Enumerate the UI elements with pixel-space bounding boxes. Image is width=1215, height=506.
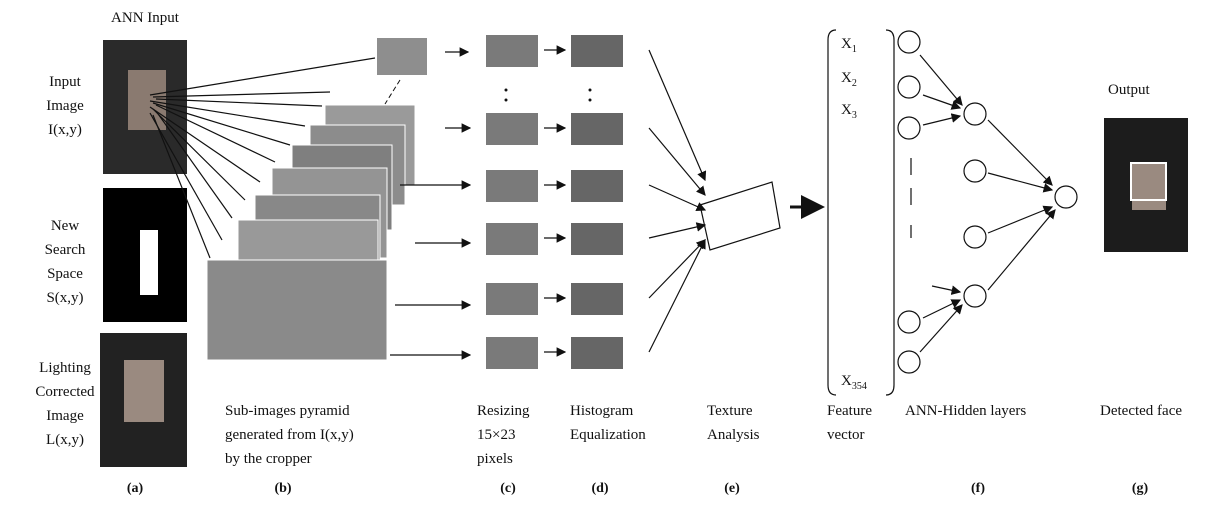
- image: [486, 113, 538, 145]
- image: [1132, 162, 1166, 210]
- layout: [100, 30, 1188, 467]
- arrow: [923, 95, 960, 108]
- feature: X2: [841, 70, 857, 89]
- search-region: [140, 230, 158, 295]
- var: X: [841, 102, 852, 118]
- image: [124, 360, 164, 422]
- arrow: [649, 225, 705, 238]
- arrow: [988, 207, 1052, 233]
- label: Corrected: [35, 384, 95, 400]
- feature: X354: [841, 373, 867, 392]
- var: X: [841, 70, 852, 86]
- image: [571, 337, 623, 369]
- image: [128, 70, 166, 130]
- arrow: [923, 116, 960, 125]
- caption: (c): [500, 481, 516, 496]
- arrow: [923, 300, 960, 318]
- title: ANN Input: [111, 10, 180, 26]
- node: [964, 285, 986, 307]
- sub: 2: [852, 78, 857, 89]
- var: X: [841, 373, 852, 389]
- image: [571, 223, 623, 255]
- label: New: [51, 218, 79, 234]
- image: [571, 35, 623, 67]
- arrow: [649, 185, 705, 210]
- node: [964, 103, 986, 125]
- label: pixels: [477, 451, 513, 467]
- node: [898, 31, 920, 53]
- label: Search: [45, 242, 86, 258]
- image: [486, 337, 538, 369]
- arrow: [649, 240, 705, 352]
- line: [385, 80, 400, 104]
- image: [486, 170, 538, 202]
- diagram: ANN Input Input Image I(x,y) New Search …: [0, 0, 1215, 501]
- sub: 3: [852, 110, 857, 121]
- label: Image: [46, 408, 84, 424]
- caption: (a): [127, 481, 144, 496]
- caption: (f): [971, 481, 985, 496]
- image: [486, 283, 538, 315]
- arrow: [649, 50, 705, 180]
- label: vector: [827, 427, 864, 443]
- title: Output: [1108, 82, 1151, 98]
- node: [898, 76, 920, 98]
- node: [964, 226, 986, 248]
- label: Space: [47, 266, 83, 282]
- arrow: [649, 240, 705, 298]
- dot: [589, 99, 591, 101]
- image: [486, 35, 538, 67]
- label: Resizing: [477, 403, 530, 419]
- sub: 354: [852, 381, 867, 392]
- caption: (b): [274, 481, 291, 496]
- texture-box: [700, 182, 780, 250]
- arrow: [932, 286, 960, 292]
- arrow: [920, 55, 962, 105]
- arrow: [920, 305, 962, 352]
- label: Sub-images pyramid: [225, 403, 350, 419]
- label: by the cropper: [225, 451, 312, 467]
- feature: X1: [841, 36, 857, 55]
- image: [207, 260, 387, 360]
- node: [898, 117, 920, 139]
- label: Feature: [827, 403, 872, 419]
- caption: (g): [1132, 481, 1149, 496]
- label: ANN-Hidden layers: [905, 403, 1026, 419]
- caption: (d): [591, 481, 608, 496]
- dot: [589, 89, 591, 91]
- label: S(x,y): [46, 290, 83, 306]
- image: [571, 170, 623, 202]
- label: 15×23: [477, 427, 515, 443]
- page: {"panel_a":{"title":"ANN Input","input_i…: [0, 0, 1215, 501]
- label: I(x,y): [48, 122, 82, 138]
- label: L(x,y): [46, 432, 84, 448]
- image: [571, 283, 623, 315]
- image: [571, 113, 623, 145]
- sub: 1: [852, 44, 857, 55]
- dot: [505, 99, 507, 101]
- node: [898, 311, 920, 333]
- label: Image: [46, 98, 84, 114]
- arrow: [988, 210, 1055, 290]
- label: Histogram: [570, 403, 634, 419]
- bracket: [886, 30, 894, 395]
- feature: X3: [841, 102, 857, 121]
- node: [898, 351, 920, 373]
- image: [486, 223, 538, 255]
- label: Lighting: [39, 360, 91, 376]
- bracket: [828, 30, 836, 395]
- node: [964, 160, 986, 182]
- caption: (e): [724, 481, 740, 496]
- var: X: [841, 36, 852, 52]
- dot: [505, 89, 507, 91]
- label: generated from I(x,y): [225, 427, 354, 443]
- label: Equalization: [570, 427, 646, 443]
- label: Input: [49, 74, 81, 90]
- image: [377, 38, 427, 75]
- label: Detected face: [1100, 403, 1182, 419]
- label: Texture: [707, 403, 753, 419]
- label: Analysis: [707, 427, 760, 443]
- node: [1055, 186, 1077, 208]
